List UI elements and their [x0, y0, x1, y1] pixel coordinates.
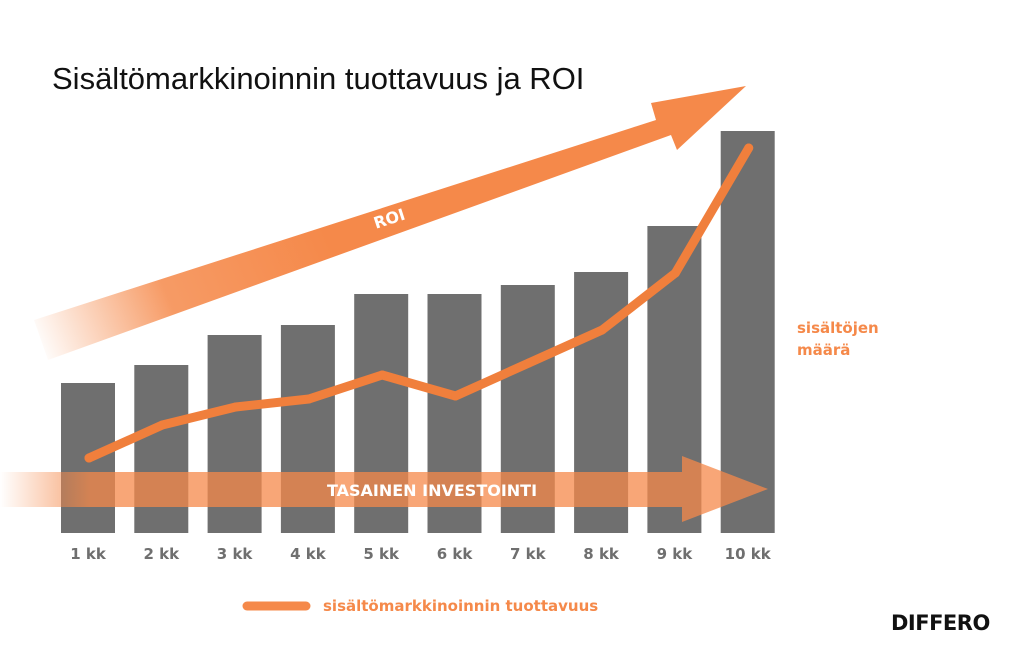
productivity-point-8	[597, 325, 607, 335]
investment-arrow	[0, 456, 768, 522]
roi-arrow	[34, 86, 746, 360]
bar-10	[720, 131, 775, 533]
productivity-point-2	[157, 420, 167, 430]
category-label-4: 4 kk	[290, 545, 327, 563]
productivity-point-1	[84, 453, 94, 463]
productivity-points-group	[84, 143, 754, 463]
brand-logo: DIFFERO	[891, 611, 990, 635]
category-labels-group: 1 kk 2 kk 3 kk 4 kk 5 kk 6 kk 7 kk 8 kk 9 kk 10 k…	[70, 545, 772, 563]
productivity-point-5	[377, 370, 387, 380]
category-label-10: 10 kk	[725, 545, 772, 563]
productivity-point-9	[670, 268, 680, 278]
productivity-line	[84, 143, 754, 463]
category-label-5: 5 kk	[363, 545, 400, 563]
category-label-9: 9 kk	[657, 545, 694, 563]
category-label-8: 8 kk	[583, 545, 620, 563]
productivity-point-7	[524, 358, 534, 368]
bar-2	[134, 365, 189, 533]
category-label-2: 2 kk	[143, 545, 180, 563]
legend-label: sisältömarkkinoinnin tuottavuus	[323, 597, 598, 615]
category-label-6: 6 kk	[437, 545, 474, 563]
investment-arrow-label: TASAINEN INVESTOINTI	[327, 481, 537, 500]
bar-series-label: sisältöjen määrä	[797, 319, 884, 359]
bar-series-label-line1: sisältöjen	[797, 319, 879, 337]
productivity-point-6	[451, 391, 460, 401]
bar-series-label-line2: määrä	[797, 341, 850, 359]
chart-title: Sisältömarkkinoinnin tuottavuus ja ROI	[52, 61, 585, 96]
category-label-7: 7 kk	[510, 545, 547, 563]
productivity-point-10	[744, 143, 754, 153]
productivity-point-4	[304, 394, 314, 404]
category-label-1: 1 kk	[70, 545, 107, 563]
category-label-3: 3 kk	[217, 545, 254, 563]
productivity-point-3	[231, 402, 241, 412]
